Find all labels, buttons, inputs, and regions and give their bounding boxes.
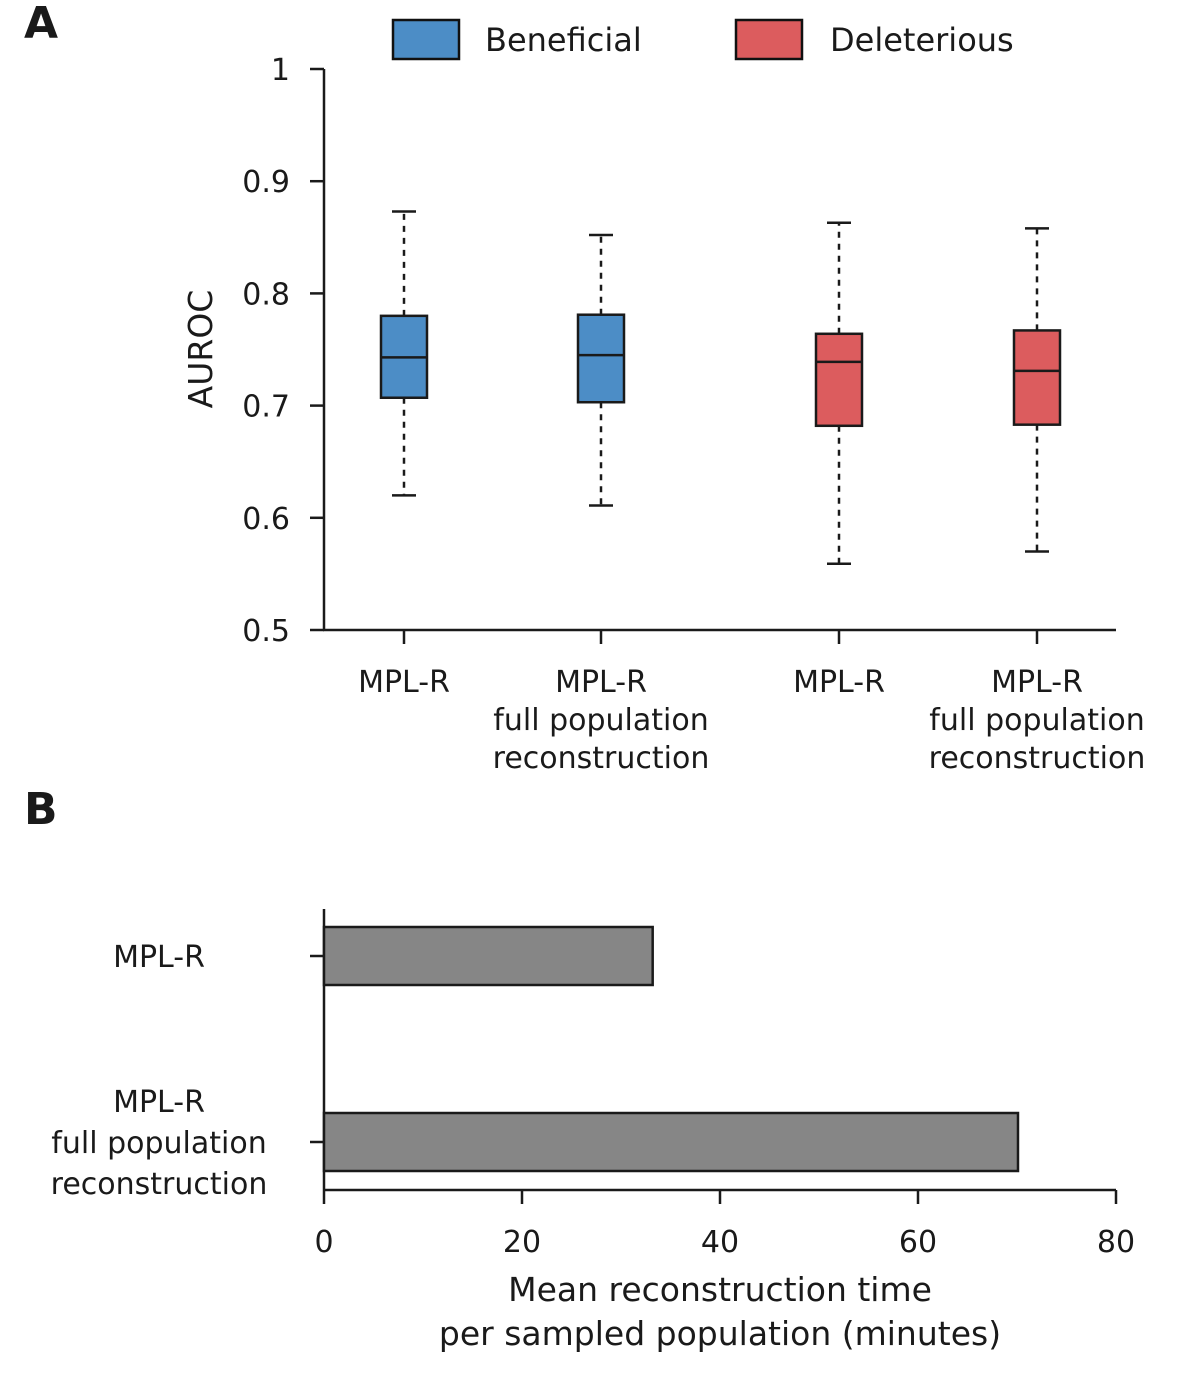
- y-tick-label: 1: [271, 53, 290, 88]
- x-tick-label: 60: [899, 1225, 937, 1260]
- x-tick-label: 80: [1097, 1225, 1135, 1260]
- iqr-box: [814, 332, 864, 428]
- x-tick-label: reconstruction: [493, 741, 710, 776]
- legend-swatch-deleterious: [734, 18, 804, 61]
- y-category-label: full population: [51, 1126, 266, 1161]
- legend-swatch-beneficial: [391, 18, 461, 61]
- iqr-box: [1012, 329, 1062, 426]
- x-tick-label: full population: [493, 703, 708, 738]
- legend-label-deleterious: Deleterious: [830, 21, 1014, 59]
- box-deleterious-mpl-r-full: [1012, 227, 1062, 553]
- y-category-label: reconstruction: [51, 1167, 268, 1202]
- y-tick-label: 0.7: [242, 390, 290, 425]
- panel-a-label: A: [24, 0, 58, 49]
- y-tick-label: 0.5: [242, 614, 290, 649]
- y-category-label: MPL-R: [113, 940, 205, 975]
- bar-mpl-r-full-population: [322, 1111, 1020, 1173]
- y-tick-label: 0.8: [242, 277, 290, 312]
- x-tick-label: MPL-R: [793, 665, 885, 700]
- x-tick-label: 40: [701, 1225, 739, 1260]
- x-axis-label-line-1: Mean reconstruction time: [508, 1270, 932, 1309]
- x-tick-label: reconstruction: [929, 741, 1146, 776]
- x-tick-label: 20: [503, 1225, 541, 1260]
- legend: Beneficial Deleterious: [391, 18, 1014, 61]
- box-beneficial-mpl-r: [379, 210, 429, 497]
- box-beneficial-mpl-r-full: [576, 233, 626, 507]
- panel-b-label: B: [24, 784, 58, 835]
- y-tick-label: 0.9: [242, 165, 290, 200]
- x-tick-label: 0: [314, 1225, 333, 1260]
- y-tick-label: 0.6: [242, 502, 290, 537]
- y-category-label: MPL-R: [113, 1085, 205, 1120]
- x-tick-label: MPL-R: [358, 665, 450, 700]
- bar-mpl-r: [322, 925, 654, 987]
- legend-label-beneficial: Beneficial: [485, 21, 642, 59]
- x-tick-label: full population: [929, 703, 1144, 738]
- box-deleterious-mpl-r: [814, 221, 864, 566]
- x-tick-label: MPL-R: [555, 665, 647, 700]
- y-axis-label: AUROC: [181, 290, 220, 409]
- iqr-box: [576, 313, 626, 404]
- reconstruction-time-bar-chart: 0 20 40 60 80 MPL-R MPL-R full population recon…: [51, 909, 1135, 1353]
- x-tick-label: MPL-R: [991, 665, 1083, 700]
- x-axis-label-line-2: per sampled population (minutes): [439, 1314, 1001, 1353]
